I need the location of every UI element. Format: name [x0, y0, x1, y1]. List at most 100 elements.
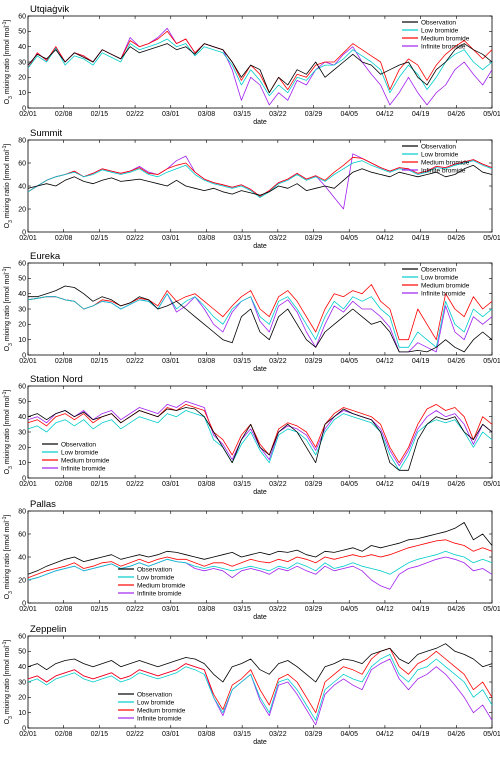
legend-label: Low bromide [421, 151, 459, 158]
series-line-low-bromide [27, 654, 493, 721]
y-tick-label: 60 [18, 160, 26, 167]
x-tick-label: 02/01 [19, 235, 37, 242]
x-tick-label: 02/01 [19, 606, 37, 613]
panel-title: Zeppelin [30, 624, 66, 635]
x-tick-label: 03/15 [233, 358, 251, 365]
y-tick-label: 60 [18, 260, 26, 267]
legend-label: Infinite bromide [137, 590, 182, 597]
x-tick-label: 04/19 [412, 606, 430, 613]
series-line-medium-bromide [27, 539, 493, 579]
panel-title: Station Nord [30, 374, 83, 385]
series-line-low-bromide [27, 550, 493, 581]
series-line-observation [28, 285, 493, 353]
legend-label: Infinite bromide [421, 167, 466, 174]
x-tick-label: 02/15 [91, 481, 109, 488]
panel-title: Eureka [30, 251, 61, 262]
y-tick-label: 40 [18, 291, 26, 298]
x-tick-label: 02/22 [126, 606, 144, 613]
y-axis-label: O3 mixing ratio [nmol mol-1] [2, 267, 14, 352]
x-tick-label: 05/01 [483, 358, 500, 365]
x-tick-label: 03/22 [269, 111, 287, 118]
y-tick-label: 0 [22, 229, 26, 236]
x-axis-label: date [253, 119, 267, 126]
y-tick-label: 0 [22, 475, 26, 482]
x-tick-label: 03/15 [233, 235, 251, 242]
legend-label: Medium bromide [421, 159, 470, 166]
y-tick-label: 10 [18, 90, 26, 97]
x-tick-label: 02/15 [91, 111, 109, 118]
y-tick-label: 0 [22, 600, 26, 607]
y-tick-label: 50 [18, 29, 26, 36]
legend-label: Medium bromide [137, 582, 186, 589]
panel-title: Utqiaġvik [30, 4, 69, 15]
x-axis-label: date [253, 614, 267, 621]
x-tick-label: 04/19 [412, 111, 430, 118]
x-tick-label: 04/12 [376, 235, 394, 242]
legend-label: Low bromide [137, 574, 175, 581]
y-tick-label: 60 [18, 531, 26, 538]
legend-label: Observation [421, 266, 456, 273]
x-tick-label: 04/19 [412, 731, 430, 738]
y-tick-label: 10 [18, 337, 26, 344]
y-tick-label: 60 [18, 633, 26, 640]
panel-zeppelin: Zeppelin 0 10 20 30 40 50 60 02/01 02/08 02/15 02/2… [2, 624, 500, 746]
legend-label: Observation [61, 441, 96, 448]
x-tick-label: 05/01 [483, 481, 500, 488]
x-tick-label: 04/19 [412, 481, 430, 488]
series-line-observation [27, 643, 493, 683]
y-tick-label: 30 [18, 59, 26, 66]
x-tick-label: 04/05 [340, 731, 358, 738]
y-tick-label: 30 [18, 679, 26, 686]
x-tick-label: 04/26 [448, 358, 466, 365]
x-tick-label: 02/15 [91, 235, 109, 242]
legend-label: Infinite bromide [421, 43, 466, 50]
legend-label: Infinite bromide [421, 290, 466, 297]
x-axis-label: date [253, 489, 267, 496]
y-tick-label: 10 [18, 710, 26, 717]
y-tick-label: 20 [18, 322, 26, 329]
y-axis-label: O3 mixing ratio [nmol mol-1] [2, 144, 14, 229]
x-axis-label: date [253, 243, 267, 250]
x-tick-label: 03/22 [269, 606, 287, 613]
x-tick-label: 03/08 [198, 731, 216, 738]
panel-utqiavik: Utqiaġvik 0 10 20 30 40 50 60 02/01 02/08 02/15 02/… [2, 4, 500, 126]
y-tick-label: 40 [18, 414, 26, 421]
panel-summit: Summit 0 20 40 60 80 02/01 02/08 02/15 02/22 03/01… [2, 128, 500, 250]
panel-title: Summit [30, 128, 63, 139]
x-tick-label: 02/22 [126, 235, 144, 242]
y-tick-label: 20 [18, 577, 26, 584]
x-tick-label: 03/08 [198, 235, 216, 242]
x-tick-label: 04/26 [448, 235, 466, 242]
x-tick-label: 04/12 [376, 481, 394, 488]
legend-label: Observation [137, 566, 172, 573]
x-tick-label: 04/05 [340, 111, 358, 118]
x-tick-label: 04/19 [412, 235, 430, 242]
y-tick-label: 30 [18, 306, 26, 313]
x-tick-label: 02/15 [91, 606, 109, 613]
y-tick-label: 0 [22, 352, 26, 359]
x-tick-label: 03/29 [305, 235, 323, 242]
x-tick-label: 03/08 [198, 111, 216, 118]
legend-label: Infinite bromide [137, 715, 182, 722]
x-tick-label: 03/15 [233, 481, 251, 488]
x-tick-label: 02/08 [55, 481, 73, 488]
x-axis-label: date [253, 739, 267, 746]
series-line-observation [27, 407, 493, 471]
x-tick-label: 02/01 [19, 111, 37, 118]
legend-label: Low bromide [137, 699, 175, 706]
plot-frame [27, 510, 493, 604]
series-line-infinite-bromide [27, 658, 493, 726]
series-line-low-bromide [27, 410, 493, 471]
y-tick-label: 60 [18, 383, 26, 390]
x-tick-label: 04/12 [376, 358, 394, 365]
x-tick-label: 02/08 [55, 731, 73, 738]
y-tick-label: 80 [18, 508, 26, 515]
x-tick-label: 02/08 [55, 358, 73, 365]
y-tick-label: 40 [18, 554, 26, 561]
y-tick-label: 20 [18, 75, 26, 82]
x-tick-label: 04/05 [340, 358, 358, 365]
